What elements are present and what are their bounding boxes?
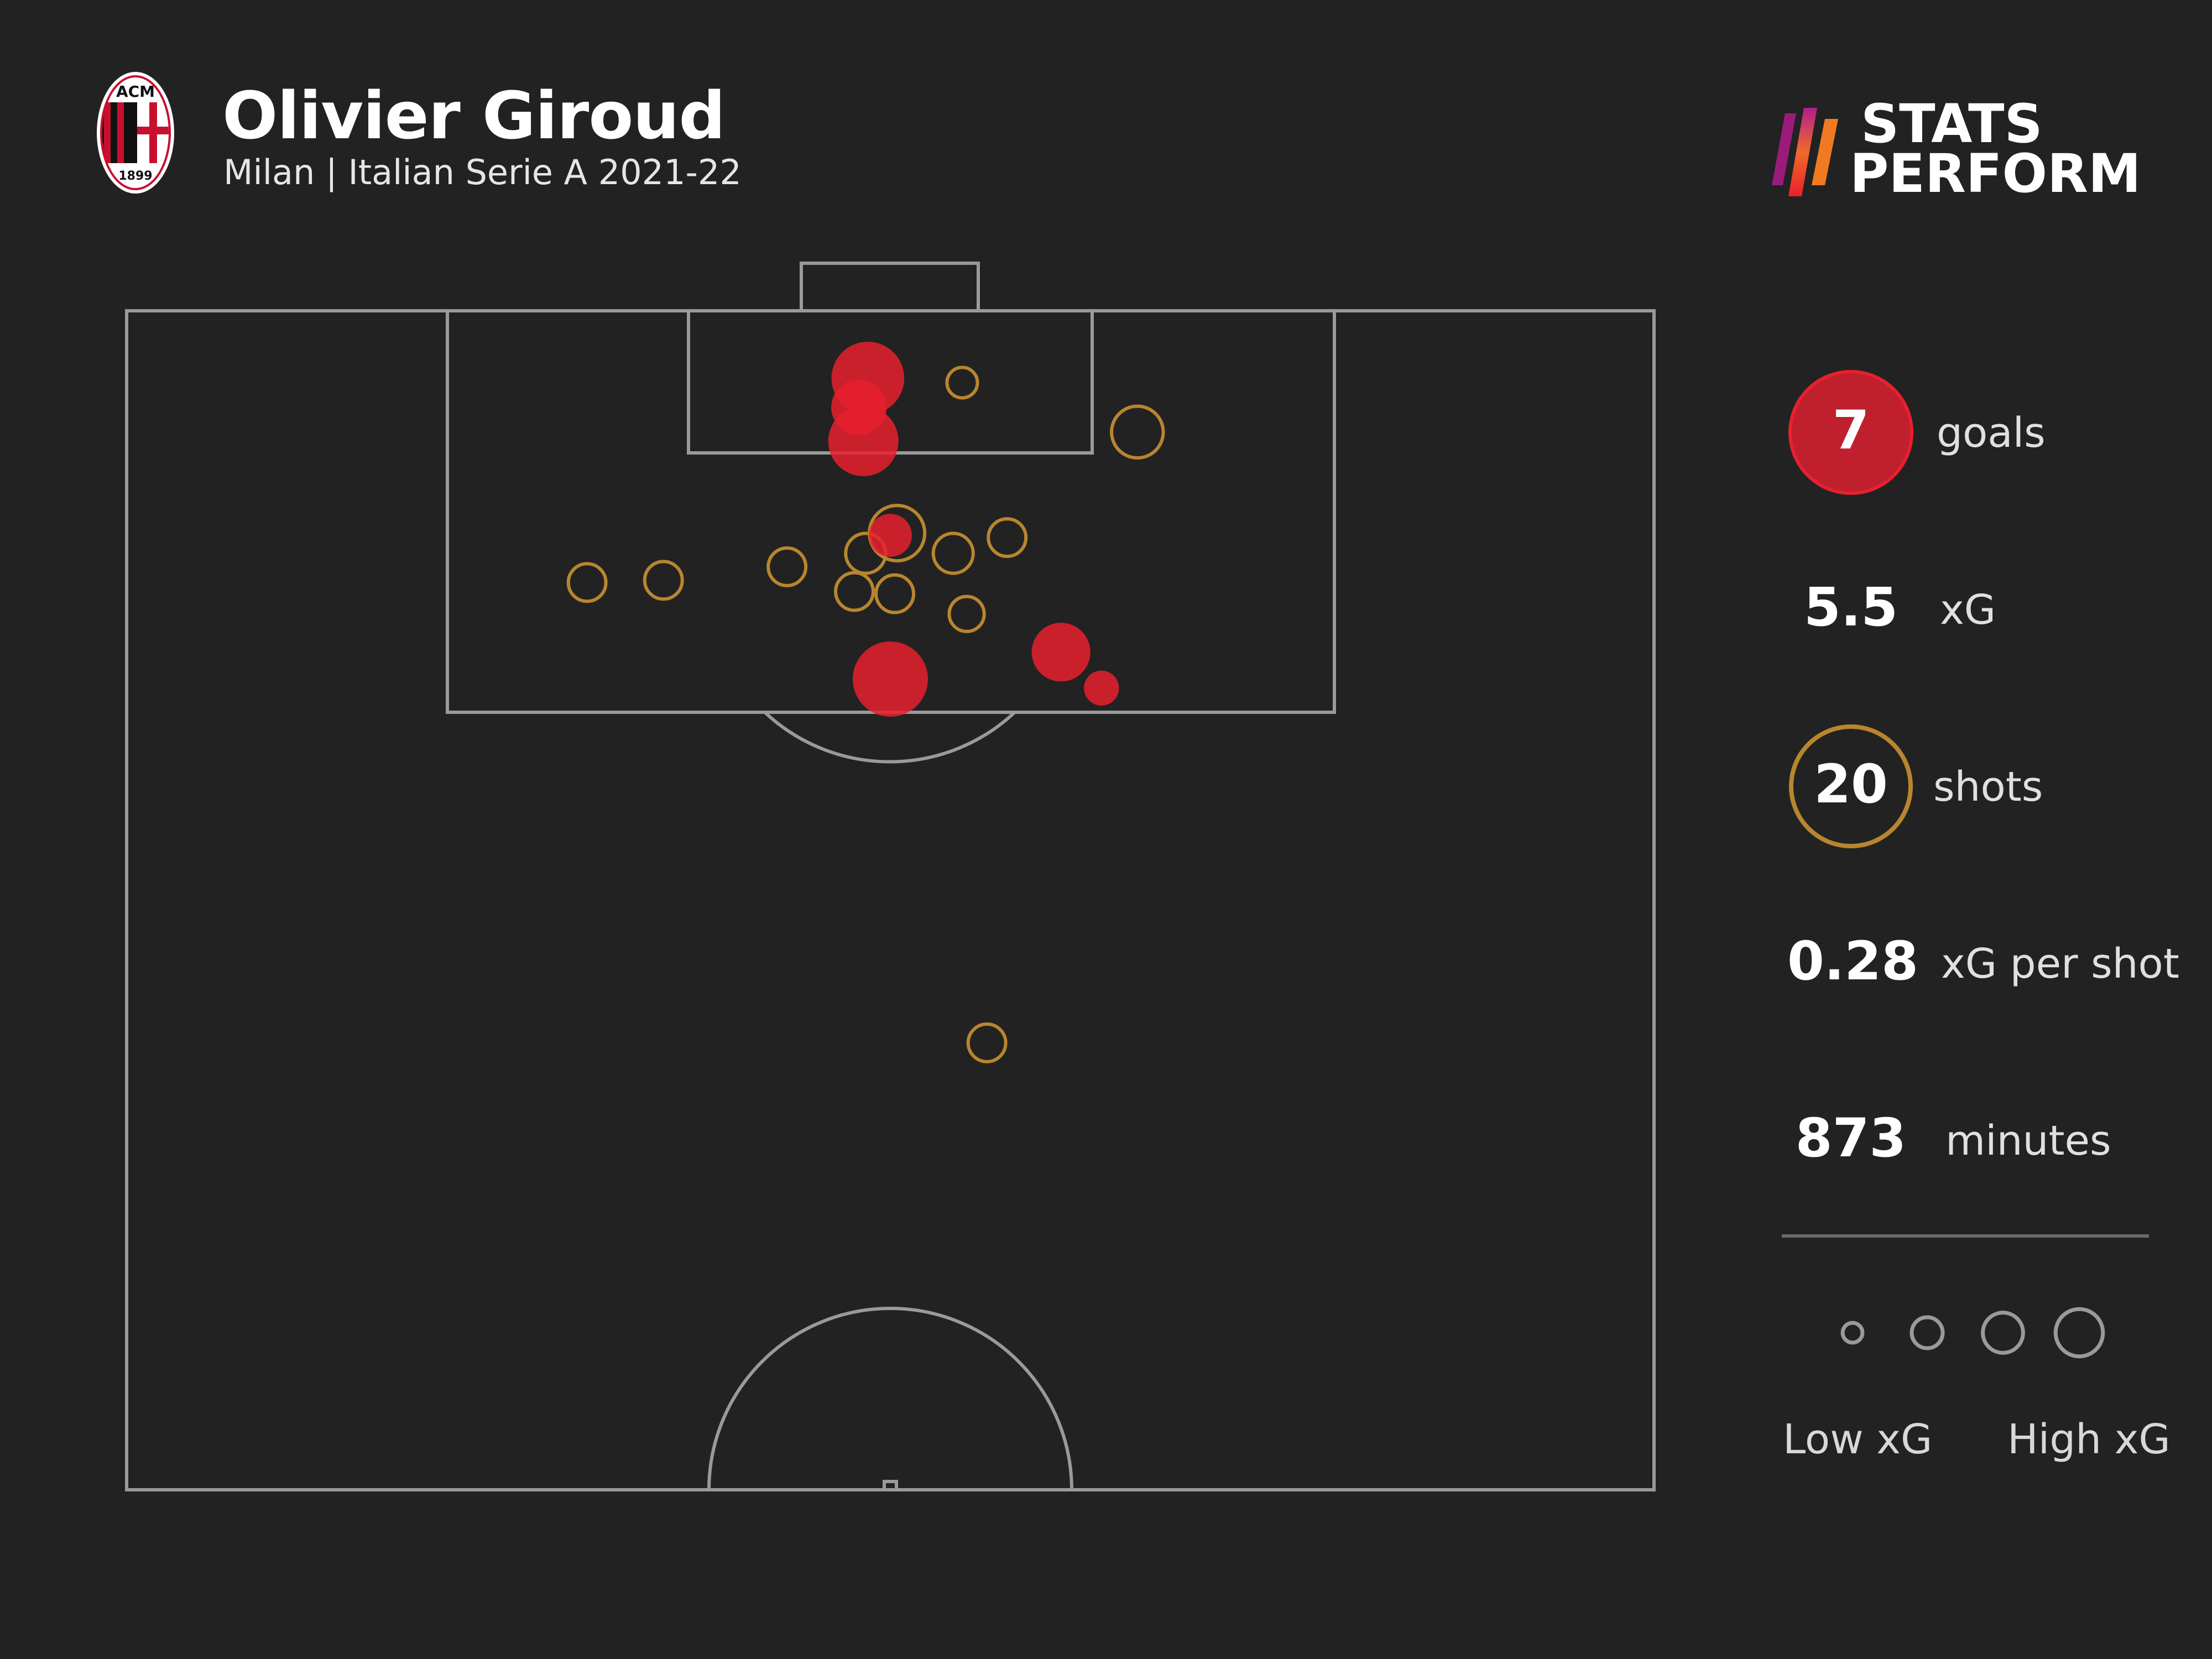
shot-point [931,531,975,575]
xg-per-shot-label: xG per shot [1941,940,2179,988]
shot-point [766,546,808,587]
legend-low-label: Low xG [1783,1416,1933,1463]
shot-point [834,571,875,612]
shot-point [947,594,986,633]
goals-circle [1788,370,1913,495]
pitch-outline [125,309,1656,1491]
brand-line-1: STATS [1861,93,2043,155]
shot-point [1110,404,1165,460]
minutes-value: 873 [1795,1107,1907,1169]
chart-subtitle: Milan | Italian Serie A 2021-22 [223,152,742,192]
shot-point [874,573,916,614]
shot-point [643,560,684,601]
shot-point [566,562,608,603]
crest-text-bottom: 1899 [118,169,152,183]
goals-label: goals [1937,409,2046,457]
goal-frame [800,262,980,312]
centre-circle [707,1307,1073,1490]
xg-per-shot-value: 0.28 [1787,930,1918,992]
goal-point [869,514,912,557]
xg-label: xG [1940,586,1996,634]
goal-point [1084,670,1119,706]
goal-point [831,379,887,435]
brand-line-2: PERFORM [1850,143,2141,205]
shot-point [945,366,979,400]
penalty-arc [763,711,1016,764]
crest-text-top: ACM [116,82,155,101]
legend-size-circle [1981,1311,2025,1355]
stats-divider [1782,1234,2149,1238]
shots-layer [566,366,1165,1063]
legend-size-circle [1910,1315,1945,1350]
shots-value: 20 [1814,753,1888,815]
xg-size-legend [1840,1307,2105,1359]
shots-ring [1789,724,1913,848]
minutes-label: minutes [1945,1117,2111,1165]
goals-value: 7 [1832,399,1870,461]
legend-high-label: High xG [2007,1416,2171,1463]
legend-size-circle [1840,1321,1865,1345]
legend-size-circle [2053,1307,2105,1359]
shots-label: shots [1933,763,2043,811]
shot-point [987,517,1028,559]
xg-value: 5.5 [1803,576,1898,638]
chart-title: Olivier Giroud [222,77,726,154]
centre-spot [883,1480,898,1491]
brand-slash-icon [1772,108,1838,196]
goals-layer [828,342,1119,717]
goal-point [1031,623,1091,682]
shot-point [966,1022,1008,1063]
goal-point [853,641,928,717]
club-crest-icon: ACM 1899 [97,72,174,194]
